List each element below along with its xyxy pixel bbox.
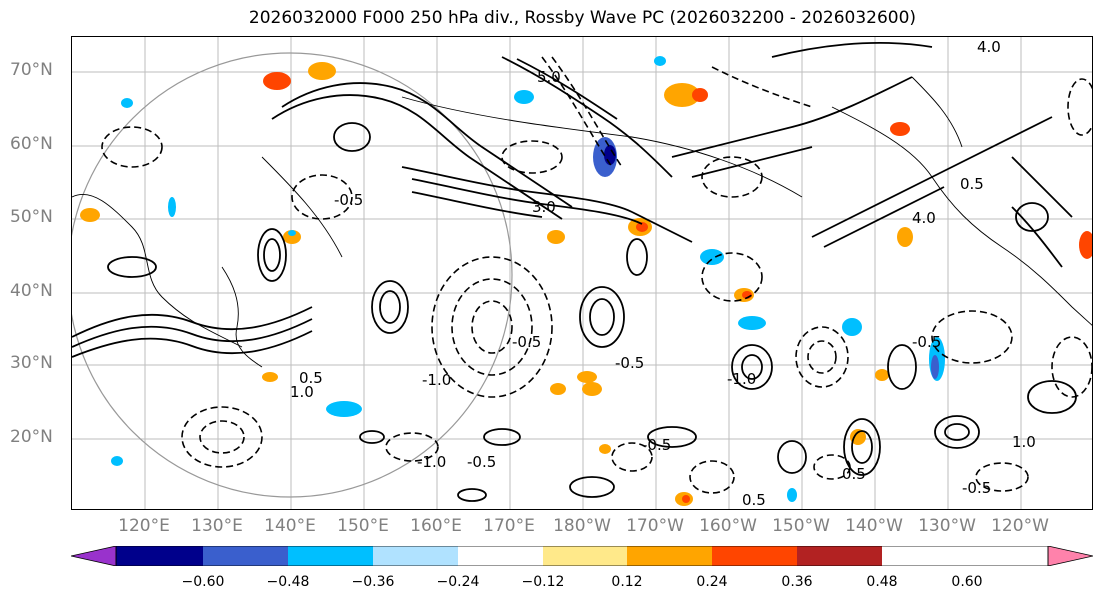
- lon-label-150w: 150°W: [772, 516, 830, 536]
- lon-label-120e: 120°E: [118, 516, 170, 536]
- coastlines: [72, 76, 1092, 368]
- colorbar: [71, 546, 1093, 566]
- contour-label: 0.5: [299, 369, 323, 387]
- colorbar-tick-label: 0.60: [951, 574, 983, 590]
- lon-label-160e: 160°E: [410, 516, 462, 536]
- lon-label-150e: 150°E: [337, 516, 389, 536]
- colorbar-tick-label: −0.60: [181, 574, 225, 590]
- contour-label: -1.0: [417, 453, 446, 471]
- contour-label: -0.5: [615, 354, 644, 372]
- map-panel: -0.5 -1.0 0.5 1.0 3.0 4.0 5.0 -0.5 -0.5 …: [71, 36, 1093, 510]
- contour-label: 0.5: [742, 491, 766, 509]
- contour-label: 4.0: [912, 209, 936, 227]
- contour-label: 5.0: [537, 68, 561, 86]
- contour-label: -0.5: [642, 436, 671, 454]
- colorbar-extend-left: [71, 546, 117, 566]
- colorbar-tick-label: 0.36: [781, 574, 813, 590]
- lat-label-60n: 60°N: [10, 134, 53, 154]
- reference-circle: [72, 52, 513, 498]
- colorbar-outline: [115, 546, 1049, 566]
- lon-label-170e: 170°E: [483, 516, 535, 536]
- colorbar-tick-label: −0.24: [436, 574, 480, 590]
- colorbar-segment: [627, 546, 712, 566]
- lon-label-130e: 130°E: [191, 516, 243, 536]
- lat-label-30n: 30°N: [10, 353, 53, 373]
- lon-label-140w: 140°W: [845, 516, 903, 536]
- contour-label: -0.5: [912, 333, 941, 351]
- lat-label-50n: 50°N: [10, 207, 53, 227]
- colorbar-segment: [543, 546, 627, 566]
- contour-label: 1.0: [290, 383, 314, 401]
- shaded-anomalies: [80, 56, 1092, 506]
- contour-label-group: -0.5 -1.0 0.5 1.0 3.0 4.0 5.0 -0.5 -0.5 …: [290, 38, 1036, 509]
- lon-label-170w: 170°W: [626, 516, 684, 536]
- positive-contours: [72, 41, 1077, 502]
- colorbar-tick-label: −0.48: [266, 574, 310, 590]
- contour-label: -0.5: [467, 453, 496, 471]
- colorbar-segment: [373, 546, 458, 566]
- negative-contours: [101, 56, 1092, 494]
- lon-label-180w: 180°W: [553, 516, 611, 536]
- lon-label-130w: 130°W: [918, 516, 976, 536]
- colorbar-tick-label: 0.24: [696, 574, 728, 590]
- contour-label: -1.0: [727, 370, 756, 388]
- contour-label: 4.0: [977, 38, 1001, 56]
- colorbar-segment: [288, 546, 373, 566]
- colorbar-tick-label: 0.48: [866, 574, 898, 590]
- graticule: [72, 37, 1092, 509]
- colorbar-extend-right: [1047, 546, 1093, 566]
- colorbar-tick-label: −0.12: [521, 574, 565, 590]
- contour-label: -0.5: [962, 479, 991, 497]
- colorbar-segment: [116, 546, 203, 566]
- contour-label: -1.0: [422, 371, 451, 389]
- contour-label: 0.5: [960, 175, 984, 193]
- contour-label: 1.0: [1012, 433, 1036, 451]
- contour-label: 3.0: [532, 198, 556, 216]
- colorbar-segment: [458, 546, 543, 566]
- colorbar-segments: [116, 546, 882, 566]
- lon-label-120w: 120°W: [991, 516, 1049, 536]
- colorbar-segment: [712, 546, 797, 566]
- lon-label-160w: 160°W: [699, 516, 757, 536]
- contour-label: -0.5: [334, 191, 363, 209]
- contour-label: -0.5: [512, 333, 541, 351]
- lon-label-140e: 140°E: [264, 516, 316, 536]
- colorbar-tick-label: −0.36: [351, 574, 395, 590]
- colorbar-segment: [797, 546, 882, 566]
- lat-label-20n: 20°N: [10, 427, 53, 447]
- colorbar-tick-label: 0.12: [611, 574, 643, 590]
- map-title: 2026032000 F000 250 hPa div., Rossby Wav…: [248, 8, 917, 28]
- lat-label-70n: 70°N: [10, 60, 53, 80]
- contour-label: 0.5: [842, 465, 866, 483]
- lat-label-40n: 40°N: [10, 281, 53, 301]
- map-canvas: -0.5 -1.0 0.5 1.0 3.0 4.0 5.0 -0.5 -0.5 …: [72, 37, 1092, 509]
- colorbar-segment: [203, 546, 288, 566]
